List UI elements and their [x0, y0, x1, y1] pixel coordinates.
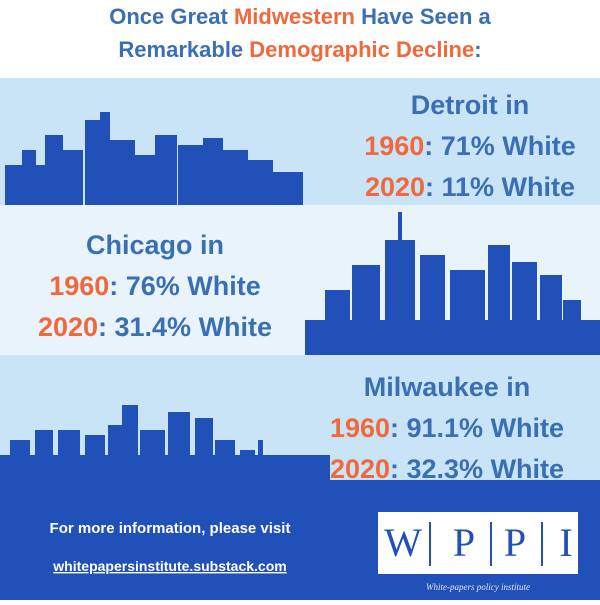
- stat-year: 2020: [365, 172, 425, 202]
- stat-line: 2020: 31.4% White: [38, 312, 272, 342]
- stat-value: : 31.4% White: [98, 312, 272, 342]
- logo-letter: P: [453, 520, 475, 565]
- city-label: Chicago in: [86, 230, 224, 260]
- city-label: Milwaukee in: [364, 372, 531, 402]
- stat-year: 1960: [364, 131, 424, 161]
- title-text: Remarkable: [118, 37, 249, 62]
- title-highlight: Demographic Decline: [249, 37, 474, 62]
- title-text: Once Great: [109, 4, 234, 29]
- footer-prompt: For more information, please visit: [50, 520, 291, 537]
- stat-value: : 32.3% White: [390, 454, 564, 484]
- footer-link[interactable]: whitepapersinstitute.substack.com: [52, 558, 286, 574]
- stat-line: 1960: 76% White: [49, 271, 261, 301]
- stat-year: 2020: [38, 312, 98, 342]
- logo-letter: I: [559, 520, 572, 565]
- stat-line: 2020: 11% White: [365, 172, 575, 202]
- stat-line: 1960: 71% White: [364, 131, 576, 161]
- stat-year: 1960: [49, 271, 109, 301]
- title-text: :: [474, 37, 481, 62]
- stat-line: 2020: 32.3% White: [330, 454, 564, 484]
- title-text: Have Seen a: [355, 4, 492, 29]
- title-highlight: Midwestern: [234, 4, 355, 29]
- logo-caption: White-papers policy institute: [426, 582, 530, 592]
- stat-year: 2020: [330, 454, 390, 484]
- milwaukee-skyline: [0, 405, 330, 492]
- title-line: Remarkable Demographic Decline:: [118, 37, 481, 62]
- logo-box: [378, 512, 578, 574]
- detroit-skyline: [5, 112, 303, 205]
- title-line: Once Great Midwestern Have Seen a: [109, 4, 491, 29]
- stat-line: 1960: 91.1% White: [330, 413, 564, 443]
- stat-year: 1960: [330, 413, 390, 443]
- chicago-skyline: [305, 212, 600, 355]
- city-label: Detroit in: [411, 90, 530, 120]
- logo-letter: W: [384, 520, 422, 565]
- stat-value: : 91.1% White: [390, 413, 564, 443]
- stat-value: : 76% White: [109, 271, 261, 301]
- logo-letter: P: [504, 520, 526, 565]
- stat-value: : 11% White: [425, 172, 575, 202]
- stat-value: : 71% White: [424, 131, 576, 161]
